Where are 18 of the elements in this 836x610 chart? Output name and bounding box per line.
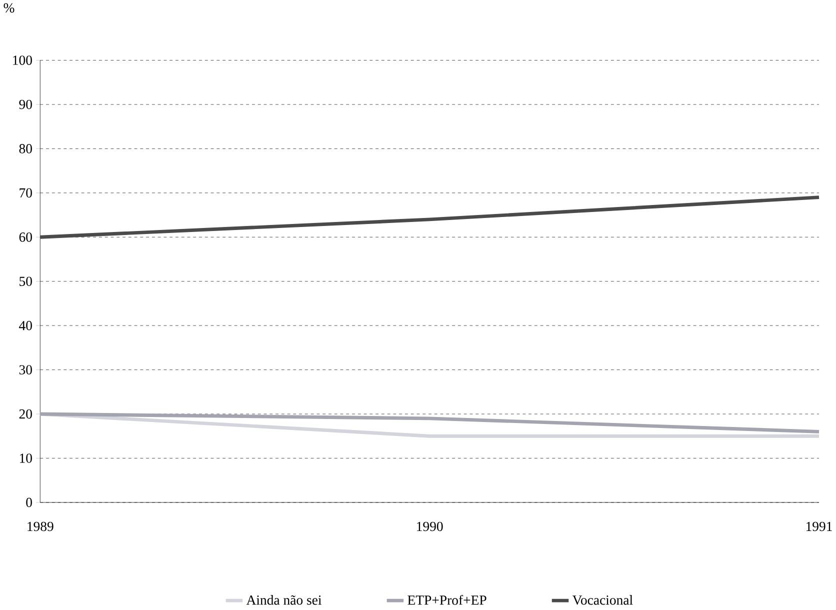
y-tick-label: 20: [19, 409, 32, 419]
x-tick-label: 1989: [28, 522, 54, 532]
y-tick-label: 90: [19, 100, 32, 110]
y-tick-label: 70: [20, 188, 32, 198]
y-axis-title: %: [4, 3, 14, 13]
legend-label: Ainda não sei: [246, 595, 322, 605]
legend-label: Vocacional: [572, 595, 633, 605]
y-tick-label: 80: [19, 144, 32, 154]
x-tick-label: 1991: [806, 522, 832, 532]
y-tick-label: 0: [26, 498, 32, 508]
x-tick-label: 1990: [417, 522, 443, 532]
y-tick-label: 30: [19, 365, 32, 374]
y-tick-label: 10: [20, 454, 32, 463]
y-tick-label: 100: [13, 56, 32, 65]
y-tick-label: 40: [19, 320, 32, 330]
y-tick-label: 60: [19, 232, 32, 242]
y-tick-label: 50: [20, 276, 32, 286]
legend-label: ETP+Prof+EP: [408, 594, 486, 605]
